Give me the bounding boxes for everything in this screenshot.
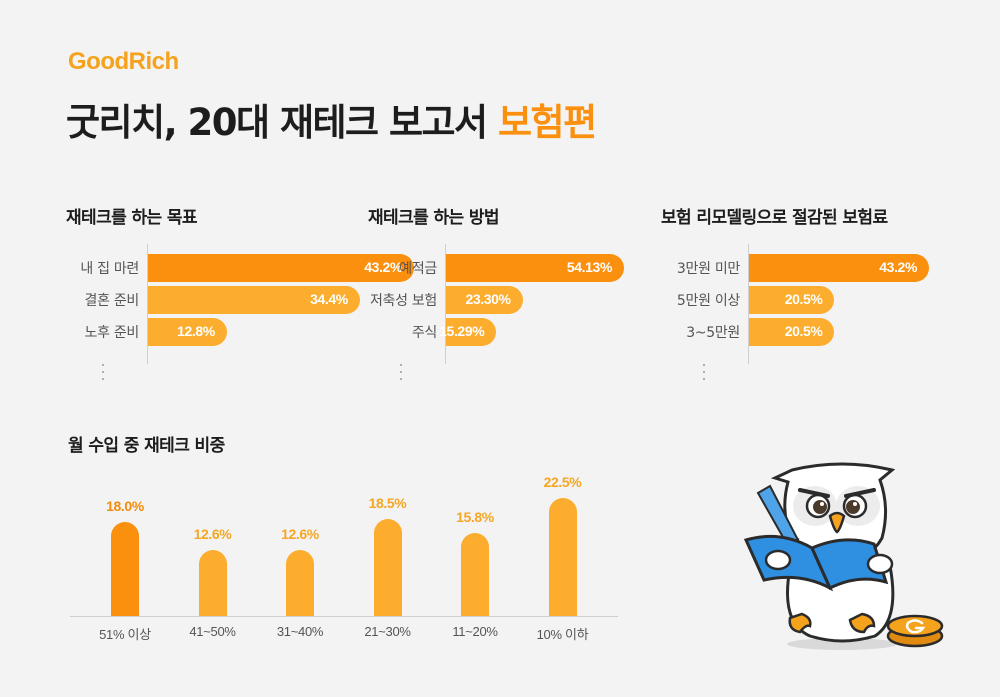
- bar: 43.2%: [148, 254, 414, 282]
- category-label: 주식: [411, 325, 437, 341]
- bar-row: 3만원 미만 43.2%: [650, 254, 950, 282]
- bar: 43.2%: [749, 254, 929, 282]
- bar: 34.4%: [148, 286, 360, 314]
- bar: [286, 549, 314, 616]
- chart-remodel: 3만원 미만 43.2% 5만원 이상 20.5% 3~5만원 20.5%: [650, 244, 950, 384]
- bar: [461, 533, 489, 616]
- bar-row: 3~5만원 20.5%: [650, 318, 950, 346]
- bar: 15.29%: [439, 318, 497, 346]
- bar-row: 노후 준비 12.8%: [60, 318, 360, 346]
- bar-row: 5만원 이상 20.5%: [650, 286, 950, 314]
- value-label: 23.30%: [465, 291, 511, 307]
- chart-goal-title: 재테크를 하는 목표: [66, 208, 198, 228]
- owl-mascot-illustration: [743, 462, 944, 650]
- category-label: 저축성 보험: [369, 293, 437, 309]
- bar: 12.8%: [148, 318, 227, 346]
- chart-method: 예적금 54.13% 저축성 보험 23.30% 주식 15.29%: [345, 244, 645, 384]
- category-label: 내 집 마련: [80, 261, 139, 277]
- category-label: 3만원 미만: [676, 261, 740, 277]
- bar: [548, 498, 577, 616]
- more-dots: [102, 364, 106, 385]
- value-label: 15.29%: [439, 323, 485, 339]
- goodrich-logo: GoodRich: [68, 48, 179, 75]
- title-accent: 보험편: [497, 101, 597, 144]
- chart-ratio-title: 월 수입 중 재테크 비중: [68, 436, 225, 456]
- category-label: 31~40%: [276, 624, 324, 639]
- value-label: 20.5%: [784, 291, 823, 307]
- chart-goal: 내 집 마련 43.2% 결혼 준비 34.4% 노후 준비 12.8%: [60, 244, 414, 385]
- value-label: 18.0%: [106, 497, 144, 514]
- chart-method-title: 재테크를 하는 방법: [368, 208, 500, 228]
- category-label: 결혼 준비: [84, 293, 140, 309]
- bar: [111, 521, 139, 616]
- bar: 54.13%: [446, 254, 624, 282]
- chart-ratio: 18.0% 51% 이상 12.6% 41~50% 12.6% 31~40% 18.5% 21…: [70, 470, 620, 650]
- chart-axis: [147, 244, 148, 364]
- value-label: 20.5%: [784, 323, 823, 339]
- chart-remodel-title: 보험 리모델링으로 절감된 보험료: [661, 208, 888, 228]
- value-label: 34.4%: [310, 291, 348, 307]
- bar: 20.5%: [749, 286, 835, 314]
- chart-axis: [445, 244, 446, 364]
- bar: [198, 549, 227, 616]
- value-label: 54.13%: [566, 259, 612, 275]
- value-label: 43.2%: [879, 259, 917, 275]
- bar-row: 결혼 준비 34.4%: [60, 286, 360, 314]
- title-main: 굿리치, 20대 재테크 보고서: [66, 101, 498, 144]
- category-label: 예적금: [399, 261, 437, 277]
- value-label: 12.8%: [177, 323, 215, 339]
- bar-row: 내 집 마련 43.2%: [60, 254, 414, 282]
- value-label: 15.8%: [456, 509, 494, 526]
- bar-row: 저축성 보험 23.30%: [345, 286, 645, 314]
- category-label: 41~50%: [189, 624, 236, 639]
- category-label: 10% 이하: [536, 627, 589, 642]
- more-dots: [400, 364, 404, 385]
- value-label: 43.2%: [364, 259, 402, 275]
- bar-row: 예적금 54.13%: [345, 254, 645, 282]
- value-label: 22.5%: [543, 474, 582, 490]
- category-label: 5만원 이상: [676, 293, 740, 309]
- bar: 23.30%: [446, 286, 523, 314]
- value-label: 18.5%: [368, 494, 407, 511]
- value-label: 12.6%: [281, 525, 319, 542]
- bar-row: 주식 15.29%: [345, 318, 645, 346]
- chart-baseline: [70, 616, 618, 617]
- category-label: 3~5만원: [686, 325, 740, 341]
- chart-axis: [748, 244, 749, 364]
- category-label: 노후 준비: [84, 325, 140, 341]
- category-label: 21~30%: [364, 624, 411, 639]
- bar: 20.5%: [749, 318, 835, 346]
- category-label: 51% 이상: [99, 627, 151, 642]
- bar: [373, 518, 402, 616]
- value-label: 12.6%: [193, 525, 232, 542]
- more-dots: [703, 364, 707, 385]
- page-title: 굿리치, 20대 재테크 보고서 보험편: [66, 92, 597, 146]
- category-label: 11~20%: [452, 624, 498, 639]
